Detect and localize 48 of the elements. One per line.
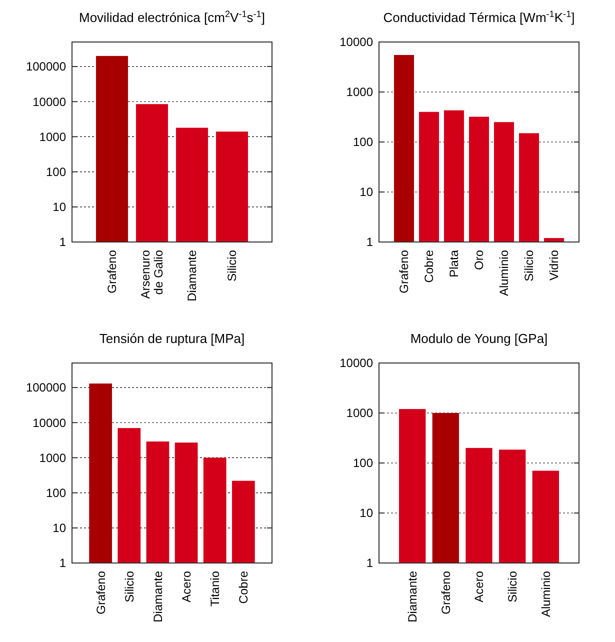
x-tick-label: Cobre: [236, 570, 251, 604]
x-tick-label: Grafeno: [94, 570, 108, 614]
x-tick-label: Aluminio: [538, 570, 553, 618]
x-tick-label: Aluminio: [497, 250, 512, 296]
y-tick-label: 10000: [32, 94, 66, 109]
y-tick-label: 10000: [32, 416, 66, 430]
chart-title: Modulo de Young [GPa]: [410, 331, 548, 346]
y-tick-label: 100: [46, 486, 66, 500]
x-tick-label: Grafeno: [438, 570, 453, 614]
chart-title: Movilidad electrónica [cm$^{2}$V$^{-1}$s$^{-1}$]: [79, 9, 265, 25]
x-tick-label: Grafeno: [397, 250, 412, 294]
y-tick-label: 10: [360, 185, 374, 200]
x-tick-label: Silicio: [122, 570, 136, 602]
y-tick-label: 1: [366, 235, 374, 250]
y-tick-label: 1: [59, 556, 66, 570]
y-tick-label: 10: [360, 506, 374, 520]
x-tick-label: Diamante: [150, 570, 165, 622]
y-tick-label: 1000: [346, 406, 374, 420]
y-tick-label: 10000: [340, 35, 374, 50]
y-tick-label: 100: [352, 135, 374, 150]
y-tick-label: 100000: [26, 380, 66, 395]
y-tick-label: 1000: [39, 450, 66, 465]
x-tick-label: Diamante: [406, 570, 420, 622]
y-tick-label: 10000: [340, 356, 374, 370]
chart-title: Conductividad Térmica [Wm$^{-1}$K$^{-1}$]: [383, 9, 575, 25]
y-tick-label: 10: [52, 200, 66, 214]
x-tick-label: Plata: [447, 250, 462, 278]
y-tick-label: 10: [52, 521, 66, 536]
x-tick-label: Titanio: [208, 570, 222, 607]
x-tick-label: Arsenuro de Galio: [138, 250, 166, 299]
y-tick-label: 1: [59, 235, 66, 250]
y-tick-label: 1: [366, 556, 374, 570]
x-tick-label: Oro: [472, 250, 486, 270]
y-tick-label: 1000: [39, 130, 66, 144]
x-tick-label: Vidrio: [547, 250, 562, 280]
x-tick-label: Acero: [472, 570, 486, 602]
x-tick-label: Silicio: [225, 250, 240, 282]
x-tick-label: Grafeno: [105, 250, 120, 294]
y-tick-label: 100: [352, 456, 374, 470]
x-tick-label: Silicio: [522, 250, 536, 282]
x-tick-label: Silicio: [506, 570, 520, 602]
y-tick-label: 100000: [26, 60, 66, 74]
x-tick-label: Cobre: [422, 250, 436, 283]
x-tick-label: Acero: [179, 570, 194, 602]
x-tick-label: Diamante: [185, 250, 200, 302]
y-tick-label: 100: [46, 165, 66, 180]
y-tick-label: 1000: [346, 85, 374, 100]
chart-title: Tensión de ruptura [MPa]: [99, 331, 245, 346]
